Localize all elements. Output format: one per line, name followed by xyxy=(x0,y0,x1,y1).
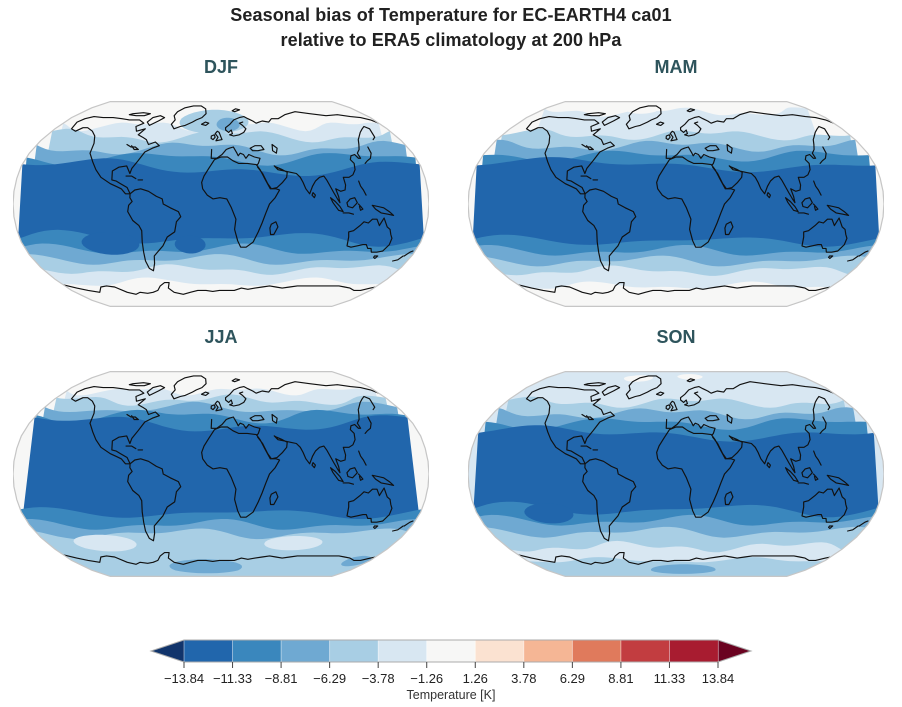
figure-title-line1: Seasonal bias of Temperature for EC-EART… xyxy=(230,5,672,25)
colorbar-tick-label: 3.78 xyxy=(511,671,536,686)
colorbar: −13.84 −11.33 −8.81 −6.29 −3.78 −1.26 1.26 3.78… xyxy=(149,639,753,702)
map-djf xyxy=(13,100,429,308)
colorbar-tick-label: 13.84 xyxy=(702,671,735,686)
colorbar-tick-label: 11.33 xyxy=(654,671,686,686)
colorbar-segment xyxy=(280,639,331,663)
colorbar-segment xyxy=(474,639,525,663)
figure-title: Seasonal bias of Temperature for EC-EART… xyxy=(0,3,902,53)
colorbar-under-arrow xyxy=(151,640,184,662)
colorbar-axis-label: Temperature [K] xyxy=(407,688,496,702)
colorbar-tick-label: −11.33 xyxy=(213,671,252,686)
colorbar-segment xyxy=(571,639,622,663)
map-son xyxy=(468,370,884,578)
panel-title-jja: JJA xyxy=(204,327,238,347)
colorbar-segment xyxy=(377,639,428,663)
colorbar-tick-label: 8.81 xyxy=(608,671,633,686)
colorbar-segment xyxy=(523,639,574,663)
panel-title-djf: DJF xyxy=(203,57,238,77)
panel-title-mam: MAM xyxy=(654,57,698,77)
colorbar-tick-label: 1.26 xyxy=(463,671,488,686)
colorbar-tick-label: −1.26 xyxy=(410,671,443,686)
colorbar-segment xyxy=(329,639,379,663)
colorbar-tick-label: 6.29 xyxy=(560,671,585,686)
colorbar-segment xyxy=(183,639,234,663)
map-jja xyxy=(13,370,429,578)
colorbar-segment xyxy=(232,639,282,663)
colorbar-segment xyxy=(426,639,476,663)
figure-title-line2: relative to ERA5 climatology at 200 hPa xyxy=(280,30,622,50)
colorbar-tick-label: −6.29 xyxy=(313,671,346,686)
map-mam xyxy=(468,100,884,308)
panel-title-son: SON xyxy=(656,327,696,347)
colorbar-tick-label: −13.84 xyxy=(164,671,204,686)
colorbar-segment xyxy=(620,639,671,663)
colorbar-segment xyxy=(669,639,719,663)
colorbar-tick-label: −8.81 xyxy=(265,671,298,686)
colorbar-over-arrow xyxy=(718,640,751,662)
colorbar-tick-label: −3.78 xyxy=(362,671,395,686)
